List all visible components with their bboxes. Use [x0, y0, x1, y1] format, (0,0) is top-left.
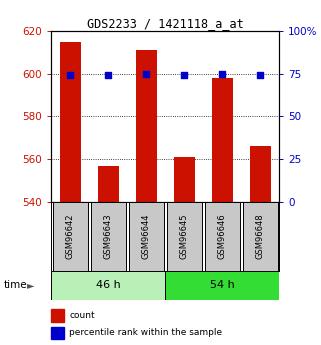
Bar [98, 166, 119, 202]
Text: GSM96643: GSM96643 [104, 214, 113, 259]
Text: percentile rank within the sample: percentile rank within the sample [69, 328, 222, 337]
Bar [250, 146, 271, 202]
Text: 54 h: 54 h [210, 280, 235, 290]
Text: GSM96642: GSM96642 [66, 214, 75, 259]
Text: GSM96644: GSM96644 [142, 214, 151, 259]
Bar [174, 157, 195, 202]
Text: GSM96646: GSM96646 [218, 214, 227, 259]
Bar [60, 42, 81, 202]
Bar [91, 202, 126, 271]
Bar [167, 202, 202, 271]
Text: ►: ► [27, 280, 34, 290]
Bar [165, 271, 279, 300]
Point [220, 71, 225, 77]
Text: 46 h: 46 h [96, 280, 121, 290]
Point [68, 72, 73, 77]
Point [182, 72, 187, 78]
Text: count: count [69, 311, 95, 320]
Point [144, 72, 149, 77]
Point [106, 72, 111, 78]
Text: GSM96648: GSM96648 [256, 214, 265, 259]
Bar [136, 50, 157, 202]
Point [258, 72, 263, 78]
Bar [205, 202, 240, 271]
Text: time: time [3, 280, 27, 290]
Title: GDS2233 / 1421118_a_at: GDS2233 / 1421118_a_at [87, 17, 244, 30]
Bar [129, 202, 164, 271]
Bar [51, 271, 165, 300]
Bar [212, 78, 233, 202]
Bar [243, 202, 278, 271]
Text: GSM96645: GSM96645 [180, 214, 189, 259]
Bar [53, 202, 88, 271]
